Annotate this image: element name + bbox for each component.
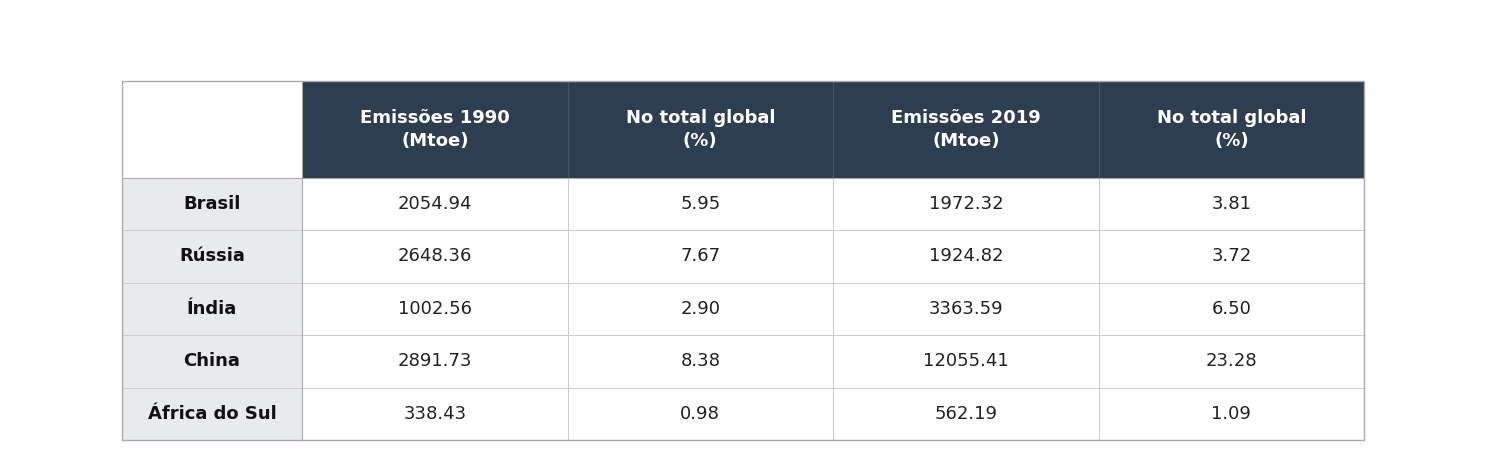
Bar xyxy=(302,230,568,283)
Text: 12055.41: 12055.41 xyxy=(923,352,1009,370)
Text: Emissões 1990
(Mtoe): Emissões 1990 (Mtoe) xyxy=(360,109,510,150)
Bar xyxy=(834,387,1098,440)
Bar xyxy=(302,81,568,178)
Text: 562.19: 562.19 xyxy=(935,405,997,423)
Text: Índia: Índia xyxy=(187,300,238,318)
Text: 1002.56: 1002.56 xyxy=(398,300,471,318)
Text: 1972.32: 1972.32 xyxy=(929,195,1003,213)
Bar xyxy=(302,387,568,440)
Text: 1.09: 1.09 xyxy=(1211,405,1251,423)
Text: 3.81: 3.81 xyxy=(1211,195,1251,213)
Text: No total global
(%): No total global (%) xyxy=(1156,109,1306,150)
Text: 338.43: 338.43 xyxy=(403,405,467,423)
Text: 3.72: 3.72 xyxy=(1211,247,1251,265)
Text: 2648.36: 2648.36 xyxy=(398,247,473,265)
Text: 2891.73: 2891.73 xyxy=(398,352,473,370)
Bar xyxy=(834,335,1098,387)
Text: China: China xyxy=(183,352,241,370)
Text: 23.28: 23.28 xyxy=(1205,352,1257,370)
Bar xyxy=(568,178,834,230)
Bar xyxy=(568,283,834,335)
Bar xyxy=(1098,387,1364,440)
Bar xyxy=(834,81,1098,178)
Bar xyxy=(1098,81,1364,178)
Bar xyxy=(568,81,834,178)
Text: 6.50: 6.50 xyxy=(1211,300,1251,318)
Text: 5.95: 5.95 xyxy=(681,195,721,213)
Bar xyxy=(1098,335,1364,387)
Bar xyxy=(122,230,302,283)
Text: 0.98: 0.98 xyxy=(681,405,721,423)
Text: 1924.82: 1924.82 xyxy=(929,247,1003,265)
Bar xyxy=(568,387,834,440)
Bar xyxy=(122,335,302,387)
Text: 2.90: 2.90 xyxy=(681,300,721,318)
Bar xyxy=(834,178,1098,230)
Text: Rússia: Rússia xyxy=(178,247,245,265)
Text: 8.38: 8.38 xyxy=(681,352,721,370)
Bar xyxy=(568,230,834,283)
Bar xyxy=(302,283,568,335)
Bar xyxy=(1098,178,1364,230)
Text: 7.67: 7.67 xyxy=(681,247,721,265)
Text: 2054.94: 2054.94 xyxy=(398,195,473,213)
Bar xyxy=(122,387,302,440)
Text: Emissões 2019
(Mtoe): Emissões 2019 (Mtoe) xyxy=(892,109,1040,150)
Text: África do Sul: África do Sul xyxy=(147,405,276,423)
Text: 3363.59: 3363.59 xyxy=(929,300,1003,318)
Bar xyxy=(568,335,834,387)
Bar xyxy=(122,283,302,335)
Bar xyxy=(834,230,1098,283)
Bar xyxy=(122,81,1364,440)
Bar xyxy=(122,81,302,178)
Text: No total global
(%): No total global (%) xyxy=(626,109,776,150)
Text: Brasil: Brasil xyxy=(183,195,241,213)
Bar xyxy=(1098,283,1364,335)
Bar xyxy=(122,178,302,230)
Bar xyxy=(1098,230,1364,283)
Bar xyxy=(302,335,568,387)
Bar xyxy=(302,178,568,230)
Bar xyxy=(834,283,1098,335)
